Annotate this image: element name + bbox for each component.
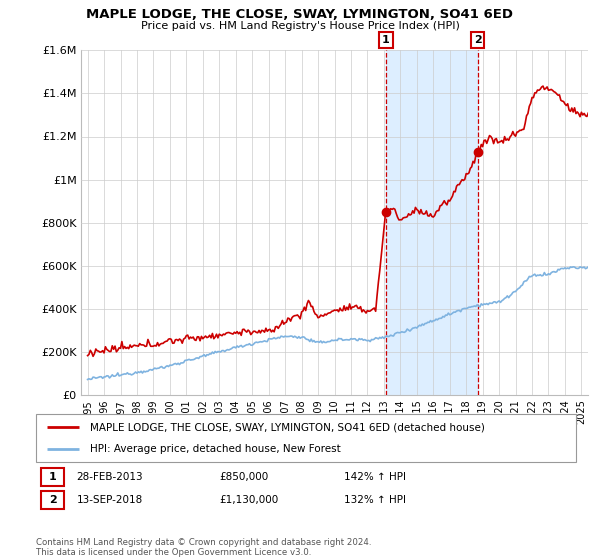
Text: MAPLE LODGE, THE CLOSE, SWAY, LYMINGTON, SO41 6ED (detached house): MAPLE LODGE, THE CLOSE, SWAY, LYMINGTON,… (90, 422, 485, 432)
Text: 13-SEP-2018: 13-SEP-2018 (77, 495, 143, 505)
Bar (41, 491, 64, 509)
Text: Price paid vs. HM Land Registry's House Price Index (HPI): Price paid vs. HM Land Registry's House … (140, 21, 460, 31)
Bar (386, 50, 478, 395)
Text: £850,000: £850,000 (220, 472, 269, 482)
Text: Contains HM Land Registry data © Crown copyright and database right 2024.
This d: Contains HM Land Registry data © Crown c… (36, 538, 371, 557)
Text: 142% ↑ HPI: 142% ↑ HPI (344, 472, 406, 482)
Text: 2: 2 (474, 35, 482, 45)
Text: 1: 1 (49, 472, 56, 482)
Text: £1,130,000: £1,130,000 (220, 495, 279, 505)
Text: 132% ↑ HPI: 132% ↑ HPI (344, 495, 406, 505)
Bar (41, 468, 64, 486)
Text: MAPLE LODGE, THE CLOSE, SWAY, LYMINGTON, SO41 6ED: MAPLE LODGE, THE CLOSE, SWAY, LYMINGTON,… (86, 8, 514, 21)
Text: 2: 2 (49, 495, 56, 505)
Text: 28-FEB-2013: 28-FEB-2013 (77, 472, 143, 482)
Text: HPI: Average price, detached house, New Forest: HPI: Average price, detached house, New … (90, 444, 341, 454)
Text: 1: 1 (382, 35, 390, 45)
